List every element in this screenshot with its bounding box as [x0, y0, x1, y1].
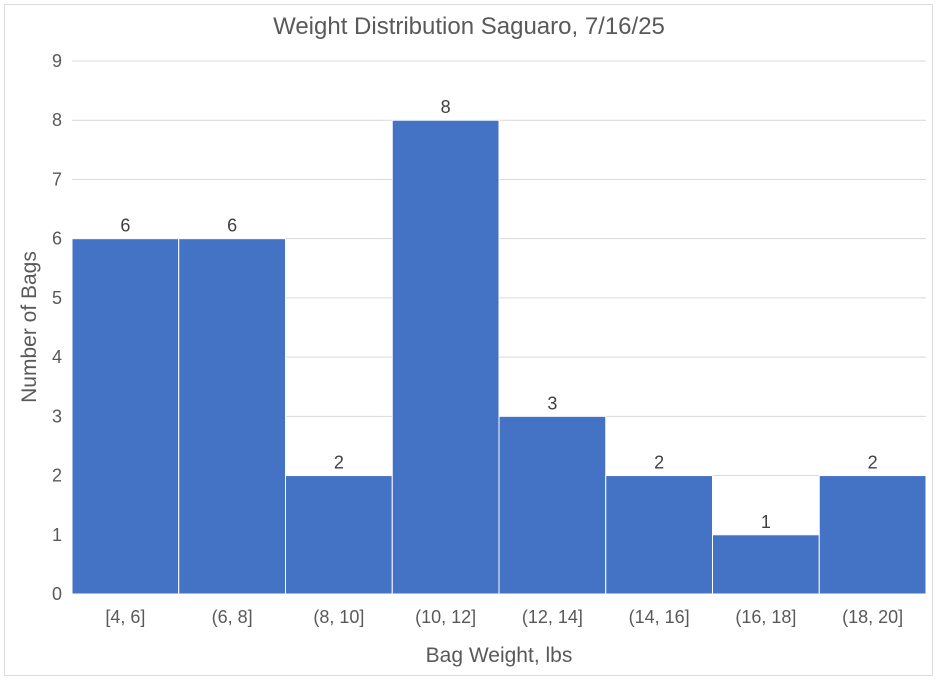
- data-label: 8: [441, 97, 451, 117]
- bar: [498, 415, 607, 595]
- chart-title: Weight Distribution Saguaro, 7/16/25: [273, 13, 665, 40]
- y-tick-label: 4: [52, 347, 62, 367]
- x-tick-label: [4, 6]: [105, 607, 145, 627]
- data-label: 2: [654, 453, 664, 473]
- y-tick-label: 7: [52, 169, 62, 189]
- x-axis-ticks: [4, 6] (6, 8] (8, 10] (10, 12] (12, 14] (14, …: [105, 607, 903, 627]
- y-tick-label: 1: [52, 525, 62, 545]
- x-tick-label: (14, 16]: [629, 607, 690, 627]
- y-tick-label: 9: [52, 51, 62, 71]
- y-tick-label: 3: [52, 406, 62, 426]
- data-label: 1: [761, 512, 771, 532]
- x-axis-title: Bag Weight, lbs: [426, 644, 573, 667]
- bars: [71, 119, 927, 595]
- data-labels: 6 6 2 8 3 2 1 2: [120, 97, 877, 532]
- bar: [712, 534, 820, 595]
- x-tick-label: (16, 18]: [735, 607, 796, 627]
- bar: [391, 119, 500, 595]
- x-tick-label: (8, 10]: [313, 607, 364, 627]
- bar: [71, 238, 180, 595]
- bar: [285, 475, 393, 595]
- y-tick-label: 8: [52, 110, 62, 130]
- x-tick-label: (12, 14]: [522, 607, 583, 627]
- y-axis-title: Number of Bags: [18, 251, 41, 403]
- y-tick-label: 0: [52, 584, 62, 604]
- y-tick-label: 2: [52, 466, 62, 486]
- data-label: 6: [227, 216, 237, 236]
- data-label: 2: [868, 453, 878, 473]
- bar: [818, 475, 927, 595]
- x-tick-label: (10, 12]: [415, 607, 476, 627]
- y-tick-label: 6: [52, 229, 62, 249]
- bar: [178, 238, 286, 595]
- x-tick-label: (18, 20]: [842, 607, 903, 627]
- y-axis-ticks: 0 1 2 3 4 5 6 7 8 9: [52, 51, 62, 604]
- data-label: 3: [547, 393, 557, 413]
- x-tick-label: (6, 8]: [212, 607, 253, 627]
- data-label: 2: [334, 453, 344, 473]
- data-label: 6: [120, 216, 130, 236]
- bar: [605, 475, 713, 595]
- y-tick-label: 5: [52, 288, 62, 308]
